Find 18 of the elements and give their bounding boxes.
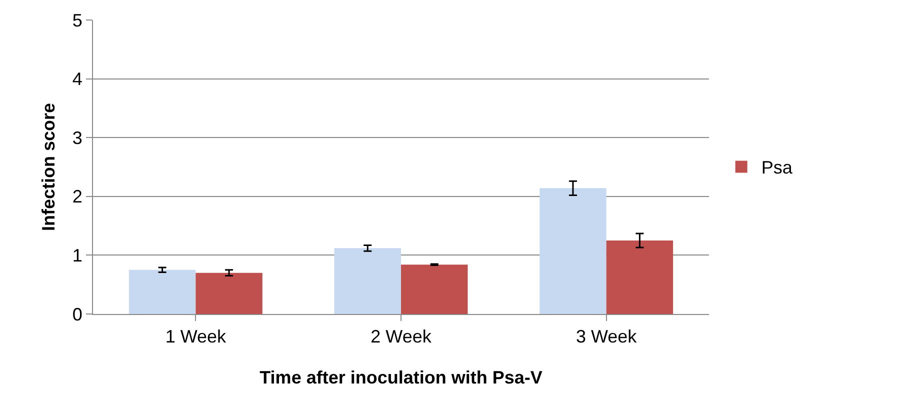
bar	[401, 264, 468, 314]
bar	[540, 188, 606, 314]
y-tick-label: 1	[72, 246, 82, 266]
y-tick-label: 5	[72, 10, 82, 30]
bar	[606, 240, 674, 314]
y-tick-label: 4	[72, 69, 82, 90]
legend-label: Psa	[761, 158, 794, 178]
x-tick-label: 2 Week	[370, 326, 432, 347]
bar	[196, 272, 262, 314]
x-tick-label: 3 Week	[576, 326, 638, 347]
y-axis-title: Infection score	[38, 102, 59, 232]
y-tick-label: 0	[72, 304, 82, 324]
y-tick-label: 3	[72, 128, 82, 148]
x-axis-title: Time after inoculation with Psa-V	[260, 368, 542, 388]
bar	[128, 270, 196, 314]
x-tick-label: 1 Week	[165, 326, 228, 347]
y-tick-label: 2	[72, 186, 82, 207]
bar	[334, 248, 401, 314]
